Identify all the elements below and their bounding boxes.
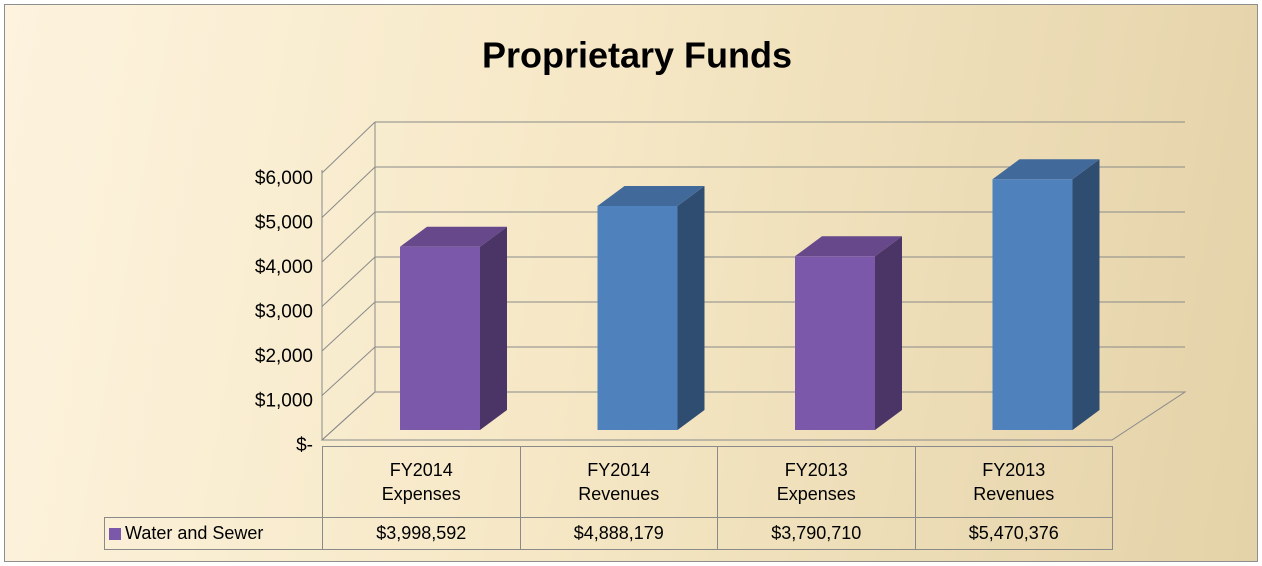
- category-cell: FY2013 Revenues: [914, 446, 1113, 518]
- data-label: $3,998,592: [322, 516, 521, 550]
- empty-cell: [105, 447, 323, 518]
- bar-top: [400, 226, 507, 247]
- chart-title: Proprietary Funds: [482, 35, 792, 76]
- y-tick-label: $3,000: [255, 302, 313, 323]
- x-tick-label: FY2014 Revenues: [578, 459, 660, 504]
- grid-line: [321, 121, 376, 174]
- bar-side: [875, 236, 902, 430]
- category-cell: FY2013 Expenses: [717, 446, 916, 518]
- data-label: $3,790,710: [717, 516, 916, 550]
- table-row: Water and Sewer $3,998,592 $4,888,179 $3,79…: [104, 516, 1113, 550]
- bar-top: [795, 236, 902, 257]
- y-tick-label: $-: [296, 435, 313, 456]
- bar-front: [795, 256, 875, 430]
- grid-line: [321, 256, 376, 307]
- bar-front: [597, 205, 678, 430]
- data-table: FY2014 Expenses FY2014 Revenues FY2013 Exp…: [104, 446, 1113, 550]
- grid-line: [321, 346, 376, 396]
- grid-line: [321, 166, 376, 218]
- bar-front: [992, 179, 1073, 430]
- x-tick-label: FY2014 Expenses: [381, 459, 461, 504]
- grid-line: [321, 301, 376, 352]
- y-tick-label: $1,000: [255, 391, 313, 412]
- y-tick-label: $6,000: [255, 168, 313, 189]
- bar-side: [677, 185, 705, 430]
- y-tick-label: $5,000: [255, 213, 313, 234]
- bar: [597, 185, 705, 430]
- bar: [795, 236, 902, 430]
- y-tick-label: $2,000: [255, 346, 313, 367]
- bar-front: [400, 246, 480, 430]
- bar-side: [480, 226, 507, 430]
- data-label: $4,888,179: [519, 516, 718, 550]
- bar: [400, 226, 507, 430]
- x-tick-label: FY2013 Expenses: [776, 459, 856, 504]
- legend-swatch: [109, 527, 121, 540]
- data-label: $5,470,376: [914, 516, 1113, 550]
- table-header: FY2014 Expenses FY2014 Revenues FY2013 Exp…: [105, 446, 1113, 518]
- y-tick-label: $4,000: [255, 257, 313, 278]
- category-cell: FY2014 Expenses: [322, 446, 521, 518]
- grid-line: [321, 211, 376, 263]
- grid-line: [321, 391, 376, 441]
- bar-top: [597, 185, 705, 206]
- category-cell: FY2014 Revenues: [519, 446, 718, 518]
- legend-cell: Water and Sewer: [104, 516, 323, 550]
- bar-side: [1072, 159, 1100, 431]
- x-tick-label: FY2013 Revenues: [973, 459, 1055, 504]
- bar-top: [992, 159, 1100, 180]
- bar: [992, 159, 1100, 431]
- legend-label: Water and Sewer: [125, 522, 264, 543]
